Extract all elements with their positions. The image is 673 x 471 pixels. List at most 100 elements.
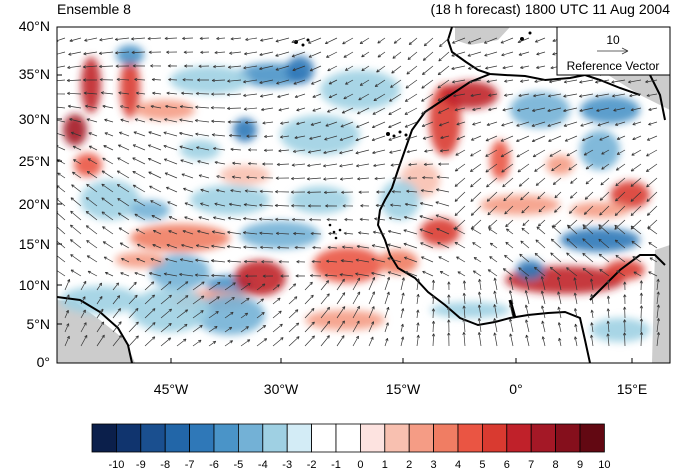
wind-vector: [96, 321, 105, 333]
wind-vector: [404, 93, 418, 102]
wind-vector: [421, 93, 434, 102]
wind-vector: [352, 320, 360, 333]
wind-vector: [260, 245, 274, 250]
wind-vector: [64, 309, 69, 319]
wind-vector: [531, 107, 546, 112]
wind-vector: [629, 93, 642, 98]
wind-vector: [368, 291, 375, 305]
wind-vector: [435, 201, 450, 207]
wind-vector: [419, 215, 434, 221]
wind-vector: [163, 158, 178, 165]
wind-vector: [616, 270, 626, 277]
wind-vector: [615, 177, 626, 187]
wind-vector: [211, 92, 226, 96]
wind-vector: [88, 132, 98, 137]
wind-vector: [352, 305, 360, 319]
wind-vector: [167, 201, 178, 207]
wind-vector: [550, 238, 562, 249]
wind-vector: [595, 93, 610, 98]
wind-vector: [197, 160, 210, 165]
wind-vector: [502, 65, 514, 70]
wind-vector: [64, 335, 70, 347]
wind-vector: [243, 203, 258, 207]
wind-vector: [493, 290, 498, 305]
wind-vector: [311, 79, 322, 85]
wind-vector: [246, 175, 258, 179]
wind-vector: [344, 217, 354, 222]
wind-vector: [361, 65, 370, 72]
wind-vector: [440, 135, 450, 140]
anomaly-patch: [130, 200, 170, 220]
wind-vector: [341, 190, 354, 194]
wind-vector: [291, 51, 306, 58]
wind-vector: [493, 277, 498, 291]
wind-vector: [57, 93, 66, 95]
wind-vector: [532, 93, 546, 98]
wind-vector: [102, 241, 114, 249]
wind-vector: [160, 308, 173, 319]
wind-vector: [437, 242, 450, 249]
wind-vector: [535, 177, 546, 186]
wind-vector: [296, 121, 306, 126]
wind-vector: [525, 334, 530, 347]
wind-vector: [518, 267, 530, 277]
wind-vector: [215, 188, 226, 193]
wind-vector: [606, 320, 610, 333]
lon-label: 15°W: [385, 381, 421, 397]
wind-vector: [152, 229, 162, 235]
wind-vector: [57, 239, 66, 249]
wind-vector: [243, 93, 258, 98]
wind-vector: [57, 159, 66, 165]
wind-vector: [166, 243, 178, 249]
colorbar-label: 5: [479, 459, 486, 471]
wind-vector: [117, 157, 130, 165]
wind-vector: [275, 65, 290, 71]
wind-vector: [152, 244, 162, 249]
wind-vector: [211, 273, 226, 278]
wind-vector: [632, 121, 642, 126]
wind-vector: [504, 79, 514, 83]
wind-vector: [558, 337, 562, 347]
wind-vector: [99, 37, 114, 42]
wind-vector: [323, 149, 338, 155]
wind-vector: [470, 93, 482, 98]
wind-vector: [328, 79, 338, 85]
wind-vector: [358, 190, 370, 194]
colorbar-label: 8: [552, 459, 559, 471]
wind-vector: [288, 309, 299, 319]
wind-vector: [547, 107, 562, 113]
wind-vector: [199, 36, 210, 41]
wind-vector: [326, 51, 338, 58]
wind-vector: [639, 318, 644, 333]
lat-label: 0°: [36, 354, 50, 370]
wind-vector: [114, 37, 130, 41]
wind-vector: [486, 191, 498, 202]
wind-vector: [406, 65, 418, 75]
wind-vector: [373, 163, 386, 168]
wind-vector: [456, 121, 466, 126]
wind-vector: [308, 51, 322, 58]
wind-vector: [151, 77, 162, 82]
wind-vector: [184, 202, 194, 207]
wind-vector: [359, 79, 370, 86]
wind-vector: [224, 311, 234, 319]
wind-vector: [67, 104, 82, 109]
wind-vector: [623, 281, 627, 291]
wind-vector: [102, 226, 114, 235]
wind-vector: [622, 332, 627, 347]
wind-vector: [536, 51, 546, 56]
wind-vector: [327, 65, 338, 72]
wind-vector: [473, 257, 482, 263]
wind-vector: [489, 256, 498, 263]
reference-vector-box: 10 Reference Vector: [556, 26, 671, 76]
anomaly-patch: [490, 140, 510, 180]
wind-vector: [86, 240, 98, 249]
wind-vector: [606, 295, 611, 305]
wind-vector: [80, 322, 87, 333]
wind-vector: [467, 51, 482, 57]
wind-vector: [521, 205, 530, 214]
wind-vector: [623, 306, 627, 319]
wind-vector: [503, 93, 514, 97]
wind-vector: [392, 176, 402, 180]
wind-vector: [57, 65, 66, 68]
